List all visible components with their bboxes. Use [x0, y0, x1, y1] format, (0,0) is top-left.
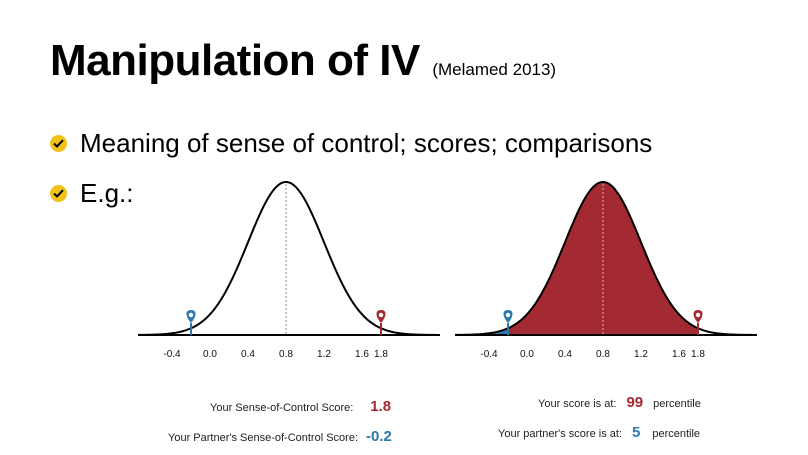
x-tick-label: 0.0	[520, 349, 534, 360]
x-tick-label: 0.4	[558, 349, 572, 360]
normal-curve	[454, 180, 758, 336]
x-tick-label: 1.6	[672, 349, 686, 360]
self-marker	[376, 310, 386, 335]
x-tick-label: 1.2	[317, 349, 331, 360]
your-percentile-row: Your score is at: 99 percentile	[538, 394, 701, 411]
partner-percentile-value: 5	[631, 424, 641, 441]
x-tick-label: 1.8	[691, 349, 705, 360]
bullet-item-1: Meaning of sense of control; scores; com…	[50, 128, 652, 159]
normal-curve	[137, 180, 441, 336]
your-percentile-label: Your score is at:	[538, 398, 617, 410]
x-tick-label: 0.8	[279, 349, 293, 360]
partner-score-row: Your Partner's Sense-of-Control Score: -…	[168, 428, 392, 445]
partner-score-label: Your Partner's Sense-of-Control Score:	[168, 432, 359, 444]
checkmark-icon	[50, 135, 67, 152]
bullet-item-2: E.g.:	[50, 178, 133, 209]
x-tick-label: -0.4	[163, 349, 181, 360]
your-percentile-value: 99	[626, 394, 644, 411]
bullet-text: E.g.:	[80, 178, 134, 208]
x-tick-label: 1.2	[634, 349, 648, 360]
self-marker	[693, 310, 703, 335]
x-tick-label: -0.4	[480, 349, 498, 360]
partner-marker	[186, 310, 196, 335]
percentile-suffix: percentile	[652, 428, 701, 440]
partner-score-value: -0.2	[366, 428, 392, 445]
x-tick-label: 1.8	[374, 349, 388, 360]
checkmark-icon	[50, 185, 67, 202]
percentile-suffix: percentile	[653, 398, 701, 410]
slide-title-row: Manipulation of IV (Melamed 2013)	[50, 36, 556, 86]
x-tick-label: 0.4	[241, 349, 255, 360]
map-pin-hole	[378, 312, 384, 318]
your-score-value: 1.8	[370, 398, 392, 415]
map-pin-hole	[505, 312, 511, 318]
slide-subtitle: (Melamed 2013)	[432, 60, 557, 79]
left-distribution-chart: -0.4 0.0 0.4 0.8 1.2 1.6 1.8	[137, 180, 441, 360]
your-score-label: Your Sense-of-Control Score:	[210, 402, 354, 414]
map-pin-hole	[695, 312, 701, 318]
shaded-red-area	[508, 182, 698, 335]
slide-title: Manipulation of IV	[50, 36, 420, 85]
x-tick-label: 0.8	[596, 349, 610, 360]
partner-marker	[503, 310, 513, 335]
map-pin-hole	[188, 312, 194, 318]
x-tick-label: 1.6	[355, 349, 369, 360]
x-tick-label: 0.0	[203, 349, 217, 360]
right-distribution-chart: -0.4 0.0 0.4 0.8 1.2 1.6 1.8	[454, 180, 758, 360]
partner-percentile-label: Your partner's score is at:	[498, 428, 622, 440]
your-score-row: Your Sense-of-Control Score: 1.8	[210, 398, 391, 415]
bullet-text: Meaning of sense of control; scores; com…	[80, 128, 653, 158]
partner-percentile-row: Your partner's score is at: 5 percentile	[498, 424, 700, 441]
